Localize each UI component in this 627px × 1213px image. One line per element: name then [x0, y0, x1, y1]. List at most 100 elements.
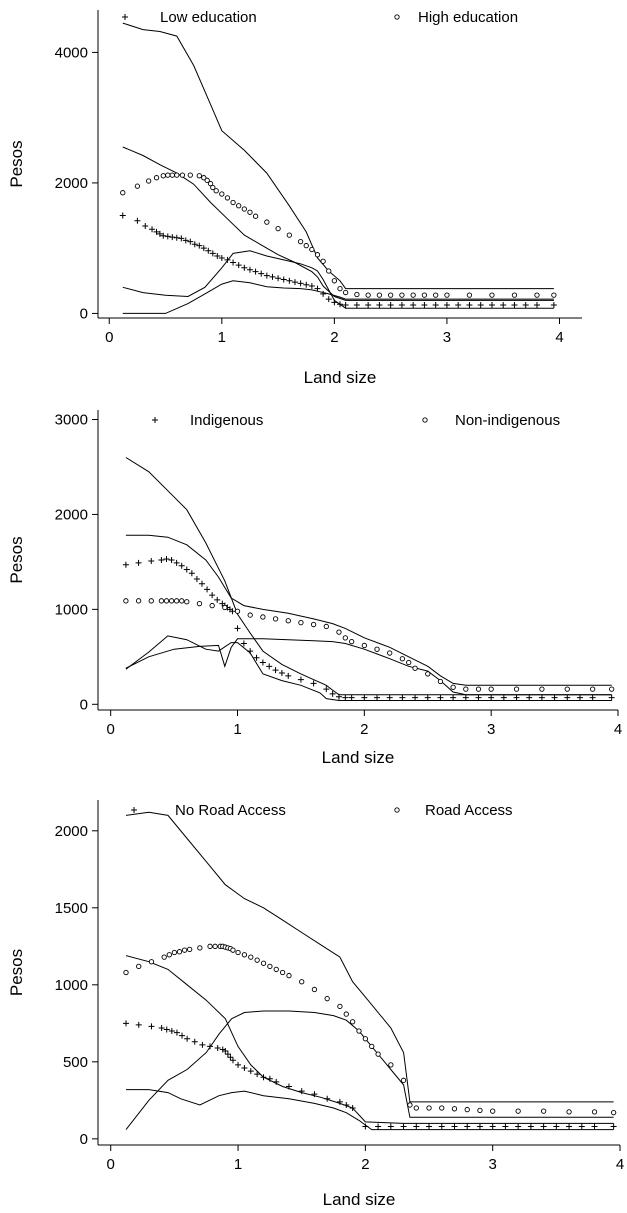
- plus-point: [526, 694, 533, 701]
- circle-point: [421, 292, 428, 298]
- plus-point: [178, 235, 185, 242]
- circle-point: [342, 635, 348, 641]
- plus-point: [214, 596, 221, 603]
- circle-point: [298, 620, 304, 626]
- plus-point: [241, 1064, 248, 1071]
- plus-point: [342, 301, 349, 308]
- circle-point: [450, 684, 456, 690]
- circle-point: [158, 598, 165, 604]
- plus-point: [400, 1123, 407, 1130]
- plus-point: [477, 301, 484, 308]
- circle-point: [406, 659, 412, 666]
- y-axis-label: Pesos: [7, 140, 26, 187]
- plus-point: [515, 1123, 522, 1130]
- y-tick-label: 2000: [55, 175, 88, 192]
- plus-point: [173, 559, 180, 566]
- circle-point: [388, 292, 394, 298]
- plus-point: [222, 1048, 229, 1055]
- plus-point: [502, 1123, 509, 1130]
- plus-point: [196, 242, 203, 249]
- circle-point: [212, 943, 218, 949]
- circle-point: [362, 1036, 369, 1042]
- circle-point: [184, 599, 190, 605]
- circle-point: [534, 292, 540, 298]
- circle-point: [209, 602, 215, 609]
- plus-point: [269, 273, 276, 280]
- circle-point: [464, 1106, 470, 1113]
- circle-point: [354, 291, 360, 298]
- y-tick-label: 4000: [55, 44, 88, 61]
- circle-point: [399, 292, 405, 298]
- circle-point: [165, 172, 171, 178]
- plus-point: [119, 212, 126, 219]
- circle-point: [213, 188, 219, 194]
- plus-point: [325, 296, 332, 303]
- plus-point: [273, 1078, 280, 1085]
- plus-point: [229, 1057, 236, 1064]
- circle-point: [356, 1028, 362, 1034]
- plus-point: [200, 245, 207, 252]
- circle-point: [511, 292, 518, 298]
- circle-point: [376, 292, 383, 298]
- legend-label: Road Access: [425, 802, 513, 819]
- plus-point: [191, 241, 198, 248]
- circle-point: [609, 686, 615, 692]
- plus-point: [191, 1038, 198, 1045]
- circle-point: [369, 1043, 375, 1050]
- plus-point: [209, 592, 216, 599]
- legend-marker: [422, 417, 428, 423]
- circle-point: [247, 209, 253, 215]
- plus-point: [323, 686, 330, 693]
- plus-point: [533, 301, 540, 308]
- circle-point: [515, 1108, 521, 1114]
- x-tick-label: 4: [555, 329, 563, 346]
- plus-point: [553, 1123, 560, 1130]
- circle-point: [153, 175, 160, 181]
- band-line: [125, 534, 612, 686]
- circle-point: [365, 292, 371, 298]
- band-line: [125, 457, 612, 696]
- circle-point: [463, 686, 469, 692]
- plus-point: [513, 694, 520, 701]
- circle-point: [309, 246, 315, 253]
- x-tick-label: 4: [614, 721, 622, 738]
- plus-point: [134, 217, 141, 224]
- plus-point: [450, 694, 457, 701]
- plus-point: [135, 559, 142, 566]
- plus-point: [123, 1020, 130, 1027]
- plus-point: [184, 1035, 191, 1042]
- circle-point: [161, 954, 167, 960]
- plus-point: [275, 275, 282, 282]
- circle-point: [236, 203, 242, 209]
- plus-point: [199, 1041, 206, 1048]
- circle-point: [279, 969, 286, 976]
- plus-point: [335, 693, 342, 700]
- plus-point: [386, 694, 393, 701]
- circle-point: [207, 943, 213, 949]
- plus-point: [142, 222, 149, 229]
- plus-point: [426, 1123, 433, 1130]
- circle-point: [179, 598, 185, 604]
- band-line: [125, 1010, 614, 1130]
- x-tick-label: 1: [233, 721, 241, 738]
- plus-point: [608, 694, 615, 701]
- plus-point: [168, 1028, 175, 1035]
- legend-marker: [394, 14, 400, 20]
- plus-point: [540, 1123, 547, 1130]
- x-tick-label: 4: [616, 1156, 624, 1173]
- plus-point: [156, 230, 163, 237]
- circle-point: [285, 618, 291, 624]
- plus-point: [278, 669, 285, 676]
- plus-point: [303, 281, 310, 288]
- plus-point: [329, 690, 336, 697]
- circle-point: [272, 616, 279, 622]
- circle-point: [336, 629, 342, 635]
- plus-point: [310, 680, 317, 687]
- circle-point: [513, 686, 520, 692]
- circle-point: [146, 178, 152, 184]
- legend-label: Low education: [160, 9, 257, 26]
- plus-point: [163, 1026, 170, 1033]
- y-tick-label: 2000: [55, 506, 88, 523]
- plus-point: [149, 226, 156, 233]
